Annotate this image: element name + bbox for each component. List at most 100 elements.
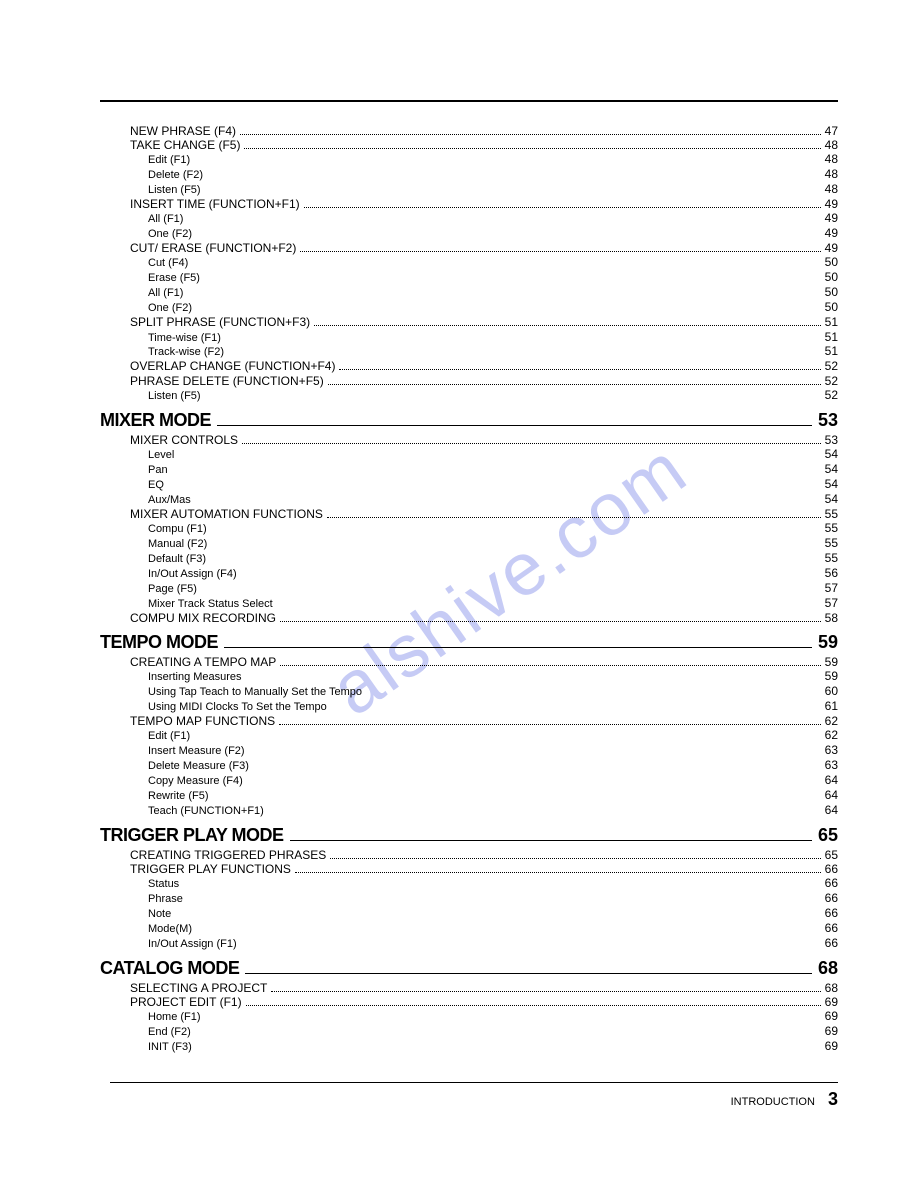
toc-entry: INSERT TIME (FUNCTION+F1) 49 — [130, 197, 838, 211]
toc-entry: Insert Measure (F2) 63 — [148, 743, 838, 758]
toc-entry-label: Pan — [148, 464, 168, 477]
toc-entry: In/Out Assign (F4)56 — [148, 566, 838, 581]
toc-entry-page: 55 — [825, 521, 838, 535]
toc-entry-page: 51 — [825, 315, 838, 329]
toc-dots — [295, 866, 821, 873]
toc-entry-label: One (F2) — [148, 228, 192, 241]
toc-entry-page: 69 — [825, 995, 838, 1009]
toc-entry: CREATING TRIGGERED PHRASES65 — [130, 848, 838, 862]
toc-entry: Delete (F2)48 — [148, 167, 838, 182]
toc-entry-label: SPLIT PHRASE (FUNCTION+F3) — [130, 315, 310, 329]
footer-page-number: 3 — [828, 1089, 838, 1109]
toc-entry-page: 52 — [825, 374, 838, 388]
toc-entry-page: 49 — [825, 197, 838, 211]
toc-entry-page: 52 — [825, 359, 838, 373]
toc-entry: Copy Measure (F4) 64 — [148, 773, 838, 788]
toc-entry-page: 65 — [825, 848, 838, 862]
footer-section-label: INTRODUCTION — [731, 1096, 815, 1108]
toc-entry-label: Listen (F5) — [148, 390, 201, 403]
page-footer: INTRODUCTION 3 — [110, 1082, 838, 1110]
toc-dots — [242, 437, 821, 444]
toc-entry-label: Manual (F2) — [148, 538, 207, 551]
toc-entry: OVERLAP CHANGE (FUNCTION+F4)52 — [130, 359, 838, 373]
toc-entry: TRIGGER PLAY FUNCTIONS66 — [130, 862, 838, 876]
toc-entry-label: Teach (FUNCTION+F1) — [148, 805, 264, 818]
toc-entry-page: 51 — [825, 330, 838, 344]
toc-entry: All (F1)49 — [148, 211, 838, 226]
toc-entry: Edit (F1)62 — [148, 728, 838, 743]
section-rule — [224, 638, 812, 648]
toc-entry-label: INSERT TIME (FUNCTION+F1) — [130, 197, 300, 211]
toc-entry-page: 48 — [825, 152, 838, 166]
toc-entry-label: Copy Measure (F4) — [148, 775, 243, 788]
toc-dots — [330, 852, 820, 859]
toc-dots — [300, 245, 820, 252]
toc-entry-label: Page (F5) — [148, 583, 197, 596]
toc-entry-page: 50 — [825, 285, 838, 299]
toc-entry-label: TEMPO MAP FUNCTIONS — [130, 714, 275, 728]
toc-entry-page: 60 — [825, 684, 838, 698]
toc-entry: Mixer Track Status Select57 — [148, 596, 838, 611]
toc-entry-label: In/Out Assign (F1) — [148, 938, 237, 951]
toc-entry: MIXER AUTOMATION FUNCTIONS55 — [130, 507, 838, 521]
toc-entry-page: 47 — [825, 124, 838, 138]
toc-dots — [280, 659, 820, 666]
toc-entry-label: Edit (F1) — [148, 730, 190, 743]
toc-entry-page: 57 — [825, 581, 838, 595]
toc-entry: End (F2)69 — [148, 1024, 838, 1039]
toc-entry-page: 55 — [825, 507, 838, 521]
toc-dots — [314, 319, 821, 326]
toc-entry: INIT (F3)69 — [148, 1039, 838, 1054]
toc-entry-page: 49 — [825, 241, 838, 255]
toc-entry-page: 66 — [825, 906, 838, 920]
toc-entry-label: Time-wise (F1) — [148, 332, 221, 345]
toc-entry-label: PHRASE DELETE (FUNCTION+F5) — [130, 374, 324, 388]
toc-entry: Status66 — [148, 876, 838, 891]
toc-entry-page: 64 — [825, 773, 838, 787]
toc-entry-label: NEW PHRASE (F4) — [130, 124, 236, 138]
toc-entry: Listen (F5)52 — [148, 388, 838, 403]
toc-entry-label: Listen (F5) — [148, 184, 201, 197]
toc-entry-page: 48 — [825, 138, 838, 152]
toc-entry-page: 56 — [825, 566, 838, 580]
toc-entry-label: EQ — [148, 479, 164, 492]
toc-entry: One (F2)50 — [148, 300, 838, 315]
toc-section-heading: TEMPO MODE59 — [100, 632, 838, 653]
toc-entry-page: 61 — [825, 699, 838, 713]
toc-entry-page: 66 — [825, 921, 838, 935]
toc-section-heading: CATALOG MODE68 — [100, 958, 838, 979]
toc-entry-label: Aux/Mas — [148, 494, 191, 507]
toc-entry-page: 66 — [825, 891, 838, 905]
toc-entry-label: All (F1) — [148, 287, 183, 300]
toc-entry: SELECTING A PROJECT68 — [130, 981, 838, 995]
toc-entry: Teach (FUNCTION+F1)64 — [148, 803, 838, 818]
toc-dots — [240, 128, 821, 135]
toc-container: NEW PHRASE (F4) 47TAKE CHANGE (F5)48 Edit … — [100, 100, 838, 1054]
toc-entry: SPLIT PHRASE (FUNCTION+F3) 51 — [130, 315, 838, 329]
toc-entry-label: MIXER CONTROLS — [130, 433, 238, 447]
toc-entry-page: 50 — [825, 255, 838, 269]
toc-entry: In/Out Assign (F1)66 — [148, 936, 838, 951]
section-title: TRIGGER PLAY MODE — [100, 825, 284, 846]
toc-entry-page: 63 — [825, 743, 838, 757]
toc-entry-label: Erase (F5) — [148, 272, 200, 285]
toc-entry: Page (F5) 57 — [148, 581, 838, 596]
toc-dots — [327, 511, 821, 518]
toc-entry-label: Delete (F2) — [148, 169, 203, 182]
toc-entry-label: End (F2) — [148, 1026, 191, 1039]
toc-entry-label: Insert Measure (F2) — [148, 745, 245, 758]
toc-entry: Level54 — [148, 447, 838, 462]
toc-entry-page: 49 — [825, 226, 838, 240]
toc-entry-label: Rewrite (F5) — [148, 790, 209, 803]
toc-entry-label: CREATING A TEMPO MAP — [130, 655, 276, 669]
toc-entry: Default (F3)55 — [148, 551, 838, 566]
toc-entry: TAKE CHANGE (F5)48 — [130, 138, 838, 152]
toc-entry-label: One (F2) — [148, 302, 192, 315]
section-rule — [245, 964, 812, 974]
toc-entry: Using Tap Teach to Manually Set the Temp… — [148, 684, 838, 699]
section-title: CATALOG MODE — [100, 958, 239, 979]
section-page: 59 — [818, 632, 838, 653]
toc-entry: All (F1) 50 — [148, 285, 838, 300]
toc-entry-label: Cut (F4) — [148, 257, 188, 270]
toc-entry-page: 58 — [825, 611, 838, 625]
